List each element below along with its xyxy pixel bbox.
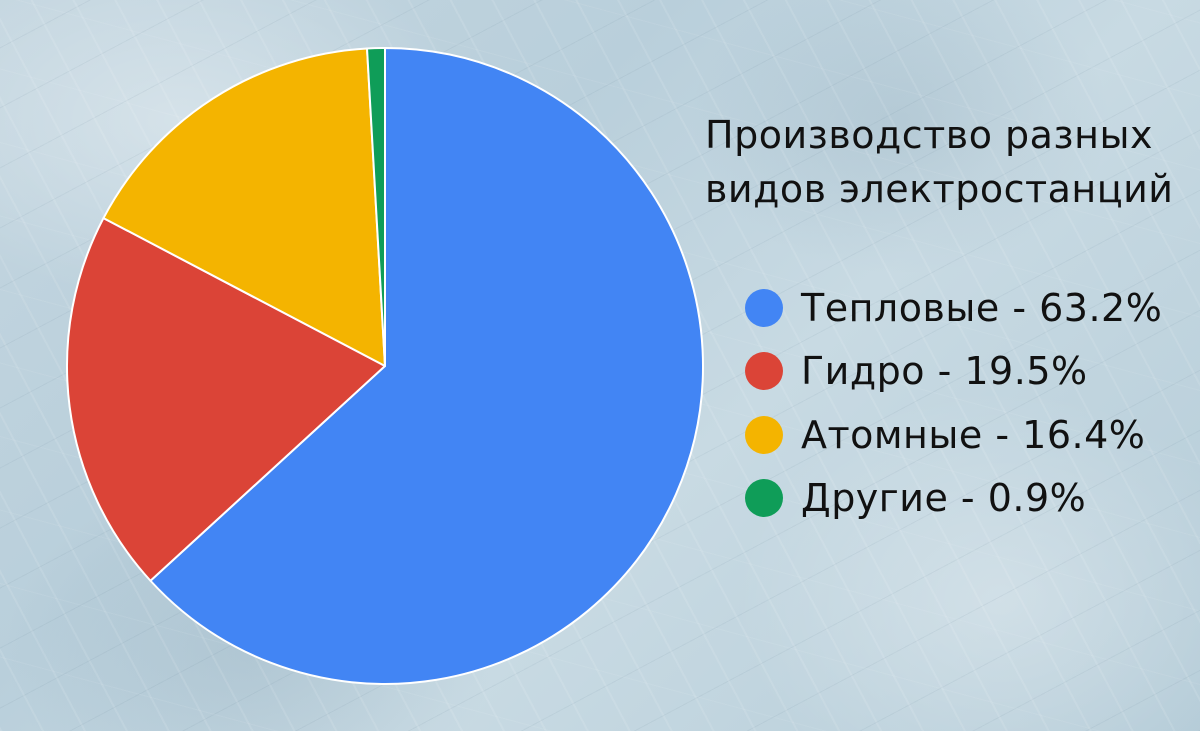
legend-swatch-drugie bbox=[745, 479, 783, 518]
pie-chart bbox=[66, 47, 704, 685]
legend-label-gidro: Гидро - 19.5% bbox=[801, 349, 1088, 394]
legend-label-teplovye: Тепловые - 63.2% bbox=[801, 285, 1163, 330]
legend-item-drugie: Другие - 0.9% bbox=[745, 467, 1162, 531]
legend-swatch-teplovye bbox=[745, 288, 783, 327]
pie-slice-2 bbox=[102, 47, 386, 367]
pie-slice-3 bbox=[366, 47, 386, 367]
legend-swatch-gidro bbox=[745, 352, 783, 391]
legend-item-atomnye: Атомные - 16.4% bbox=[745, 403, 1162, 467]
legend-swatch-atomnye bbox=[745, 415, 783, 454]
legend-item-gidro: Гидро - 19.5% bbox=[745, 340, 1162, 404]
legend-label-atomnye: Атомные - 16.4% bbox=[801, 412, 1146, 457]
chart-title-line-1: Производство разных bbox=[705, 113, 1153, 157]
chart-title-line-2: видов электростанций bbox=[705, 167, 1174, 211]
legend-label-drugie: Другие - 0.9% bbox=[801, 476, 1087, 521]
chart-title: Производство разных видов электростанций bbox=[705, 108, 1185, 216]
pie-slice-0 bbox=[149, 47, 704, 685]
legend-item-teplovye: Тепловые - 63.2% bbox=[745, 276, 1162, 340]
pie-slice-1 bbox=[66, 217, 386, 582]
chart-legend: Тепловые - 63.2% Гидро - 19.5% Атомные -… bbox=[745, 276, 1162, 530]
